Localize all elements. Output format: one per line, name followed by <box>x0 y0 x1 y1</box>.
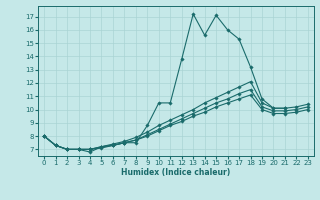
X-axis label: Humidex (Indice chaleur): Humidex (Indice chaleur) <box>121 168 231 177</box>
